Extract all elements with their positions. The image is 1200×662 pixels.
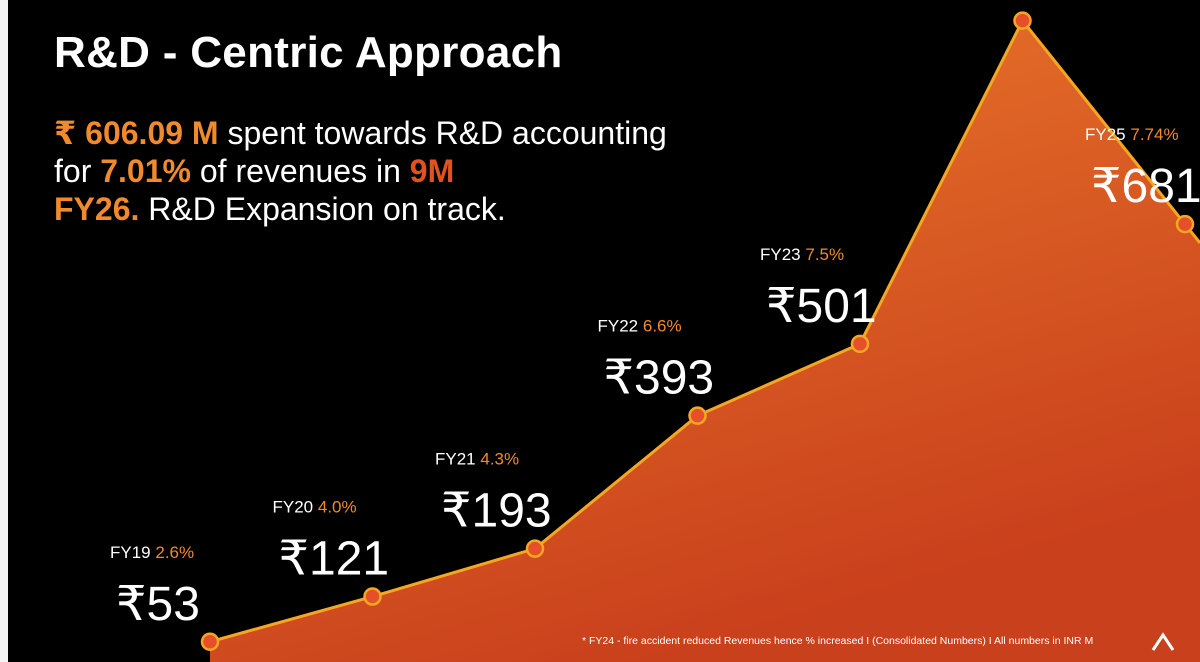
rd-spend-chart: FY19 2.6% ₹53 FY20 4.0% ₹121 FY21 4.3% ₹193 FY… xyxy=(110,0,1200,662)
percent-label-fy20: 4.0% xyxy=(313,498,356,517)
fiscal-year-fy20: FY20 xyxy=(273,498,314,517)
percent-label-fy23: 7.5% xyxy=(801,245,844,264)
percent-label-fy19: 2.6% xyxy=(151,543,194,562)
fiscal-year-fy23: FY23 xyxy=(760,245,801,264)
category-label-fy19: FY19 2.6% xyxy=(110,543,194,562)
fiscal-year-fy19: FY19 xyxy=(110,543,151,562)
slide: R&D - Centric Approach ₹ 606.09 M spent … xyxy=(8,0,1200,662)
intro-text-2: of revenues in xyxy=(190,153,410,189)
data-point-fy24 xyxy=(1013,11,1032,30)
category-label-fy22: FY22 6.6% xyxy=(598,317,682,336)
value-label-fy19: ₹53 xyxy=(116,578,200,631)
fiscal-year-fy21: FY21 xyxy=(435,450,476,469)
rd-spend-amount: ₹ 606.09 M xyxy=(54,115,219,151)
footnote: * FY24 - fire accident reduced Revenues … xyxy=(582,635,1094,647)
intro-text-3: R&D Expansion on track. xyxy=(139,191,506,227)
percent-label-fy25: 7.74% xyxy=(1126,125,1179,144)
percent-label-fy21: 4.3% xyxy=(476,450,519,469)
period-label-9m: 9M xyxy=(409,153,455,189)
rd-percent-of-revenue: 7.01% xyxy=(100,153,191,189)
data-point-fy25 xyxy=(1175,214,1195,234)
value-label-fy22: ₹393 xyxy=(604,352,715,405)
fiscal-year-fy25: FY25 xyxy=(1085,125,1126,144)
data-point-fy23 xyxy=(850,334,870,354)
intro-text: ₹ 606.09 M spent towards R&D accounting … xyxy=(54,114,694,228)
data-point-fy20 xyxy=(363,587,382,606)
data-point-fy21 xyxy=(525,539,545,558)
value-label-fy21: ₹193 xyxy=(441,485,552,538)
category-label-fy20: FY20 4.0% xyxy=(273,498,357,517)
data-point-fy22 xyxy=(688,406,707,425)
page-title: R&D - Centric Approach xyxy=(54,28,563,77)
percent-label-fy22: 6.6% xyxy=(638,317,681,336)
category-label-fy25: FY25 7.74% xyxy=(1085,125,1179,144)
value-label-fy20: ₹121 xyxy=(279,533,390,586)
period-label-fy26: FY26. xyxy=(54,191,140,227)
area-fill xyxy=(210,20,1200,662)
value-label-fy25: ₹681 xyxy=(1091,160,1200,213)
intro-text-1: spent towards R&D accounting for xyxy=(54,115,667,189)
category-label-fy21: FY21 4.3% xyxy=(435,450,519,469)
category-label-fy23: FY23 7.5% xyxy=(760,245,844,264)
series-line xyxy=(209,17,1200,644)
data-point-fy19 xyxy=(200,632,220,652)
company-logo-icon xyxy=(1151,632,1175,651)
value-label-fy24: ₹987 xyxy=(929,0,1040,10)
fiscal-year-fy22: FY22 xyxy=(598,317,639,336)
value-label-fy23: ₹501 xyxy=(766,280,877,333)
